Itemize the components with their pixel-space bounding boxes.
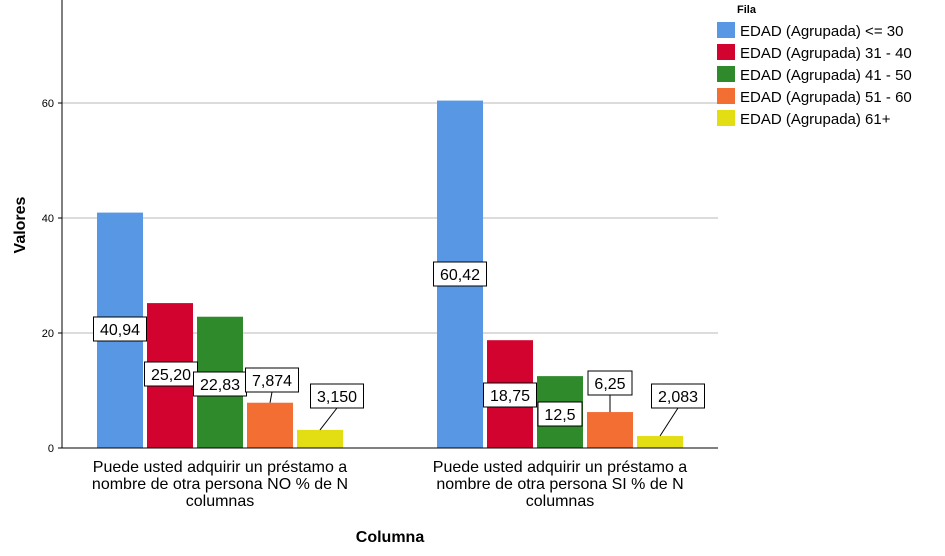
y-tick-labels: 0 20 40 60 bbox=[42, 98, 54, 455]
gridlines bbox=[62, 102, 718, 334]
y-axis-title: Valores bbox=[12, 196, 29, 253]
y-tick-label: 20 bbox=[42, 328, 54, 340]
data-label: 7,874 bbox=[252, 373, 292, 390]
x-category-labels: Puede usted adquirir un préstamo a nombre… bbox=[92, 459, 687, 510]
data-label: 22,83 bbox=[200, 377, 240, 394]
data-label-leader bbox=[659, 407, 679, 437]
data-label-box bbox=[193, 371, 247, 397]
legend-label: EDAD (Agrupada) <= 30 bbox=[740, 23, 903, 40]
data-label-box bbox=[587, 370, 633, 396]
bar bbox=[587, 412, 633, 448]
legend-swatch bbox=[717, 110, 735, 126]
axes bbox=[58, 0, 718, 449]
data-label-box bbox=[433, 261, 487, 287]
data-label: 25,20 bbox=[151, 367, 191, 384]
x-category-label: Puede usted adquirir un préstamo a nombre… bbox=[433, 459, 687, 510]
data-label-box bbox=[537, 401, 583, 427]
bar bbox=[247, 402, 293, 448]
data-label-box bbox=[245, 367, 299, 393]
data-label-box bbox=[93, 316, 147, 342]
y-tick-label: 0 bbox=[48, 443, 54, 455]
data-label: 40,94 bbox=[100, 322, 140, 339]
data-label: 3,150 bbox=[317, 389, 357, 406]
data-label: 18,75 bbox=[490, 388, 530, 405]
legend: EDAD (Agrupada) <= 30 EDAD (Agrupada) 31 … bbox=[717, 22, 912, 128]
y-tick-label: 60 bbox=[42, 98, 54, 110]
legend-label: EDAD (Agrupada) 51 - 60 bbox=[740, 89, 912, 106]
data-label-box bbox=[651, 383, 705, 409]
legend-label: EDAD (Agrupada) 41 - 50 bbox=[740, 67, 912, 84]
legend-swatch bbox=[717, 22, 735, 38]
bars bbox=[97, 100, 683, 449]
data-label: 6,25 bbox=[594, 376, 625, 393]
data-label: 12,5 bbox=[544, 407, 575, 424]
y-tick-label: 40 bbox=[42, 213, 54, 225]
legend-label: EDAD (Agrupada) 31 - 40 bbox=[740, 45, 912, 62]
data-label-box bbox=[483, 382, 537, 408]
legend-label: EDAD (Agrupada) 61+ bbox=[740, 111, 891, 128]
bar bbox=[297, 429, 343, 448]
legend-title: Fila bbox=[737, 4, 757, 16]
data-labels: 40,94 60,42 25,20 18,75 22,83 12,5 7,874 6,25 3,… bbox=[93, 261, 705, 437]
legend-swatch bbox=[717, 66, 735, 82]
data-label-leader bbox=[269, 391, 273, 403]
bar bbox=[637, 436, 683, 448]
x-axis-title: Columna bbox=[356, 529, 425, 546]
legend-swatch bbox=[717, 44, 735, 60]
legend-swatch bbox=[717, 88, 735, 104]
x-category-label: Puede usted adquirir un préstamo a nombre… bbox=[92, 459, 348, 510]
data-label-box bbox=[310, 383, 364, 409]
data-label-box bbox=[144, 361, 198, 387]
data-label: 60,42 bbox=[440, 267, 480, 284]
data-label: 2,083 bbox=[658, 389, 698, 406]
data-label-leader bbox=[319, 407, 338, 431]
